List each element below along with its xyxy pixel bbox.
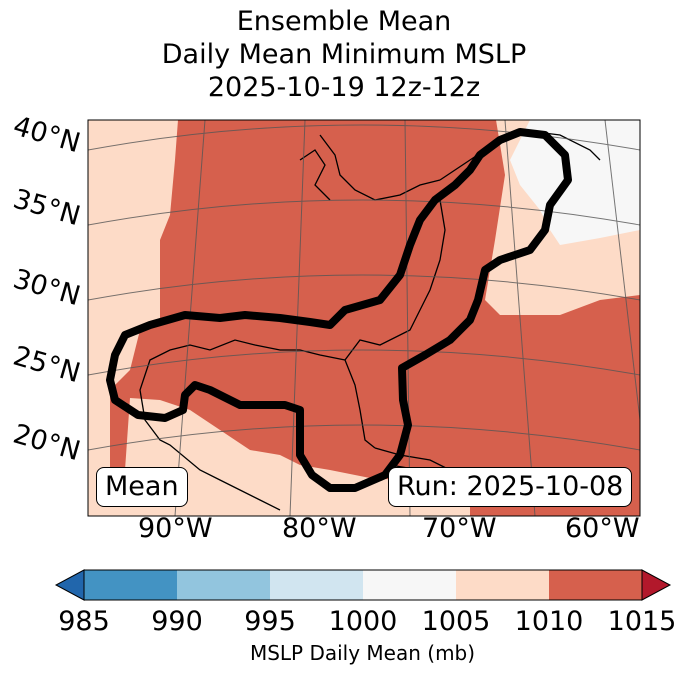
colorbar-tick-995: 995 (244, 606, 296, 637)
colorbar-under (54, 569, 85, 601)
colorbar-tick-1000: 1000 (328, 606, 398, 637)
colorbar-tick-1010: 1010 (514, 606, 584, 637)
colorbar-over (641, 569, 672, 601)
map-frame (87, 119, 641, 517)
contour-outline (106, 128, 572, 492)
colorbar-tick-985: 985 (58, 606, 110, 637)
colorbar-tick-1015: 1015 (607, 606, 677, 637)
lon-label-80w: 80°W (282, 513, 357, 544)
lon-label-70w: 70°W (422, 513, 497, 544)
colorbar-bin-1010-1015 (549, 570, 642, 600)
region-1010-1015 (110, 120, 640, 516)
colorbar-label: MSLP Daily Mean (mb) (249, 641, 476, 665)
colorbar-bin-1005-1010 (456, 570, 549, 600)
colorbar-bin-985-990 (84, 570, 177, 600)
colorbar-bin-1000-1005 (363, 570, 456, 600)
colorbar-bin-990-995 (177, 570, 270, 600)
colorbar-bin-995-1000 (270, 570, 363, 600)
stat-box: Mean (96, 467, 188, 507)
graticule (88, 120, 640, 516)
colorbar-tick-1005: 1005 (421, 606, 491, 637)
colorbar-tick-990: 990 (151, 606, 203, 637)
colorbar (54, 569, 672, 601)
run-box: Run: 2025-10-08 (388, 467, 633, 507)
title-line-3: 2025-10-19 12z-12z (207, 72, 481, 103)
title-line-1: Ensemble Mean (236, 6, 452, 37)
lon-label-90w: 90°W (138, 513, 213, 544)
lon-label-60w: 60°W (565, 513, 640, 544)
region-1000-1005 (510, 120, 640, 245)
title-line-2: Daily Mean Minimum MSLP (161, 39, 527, 70)
